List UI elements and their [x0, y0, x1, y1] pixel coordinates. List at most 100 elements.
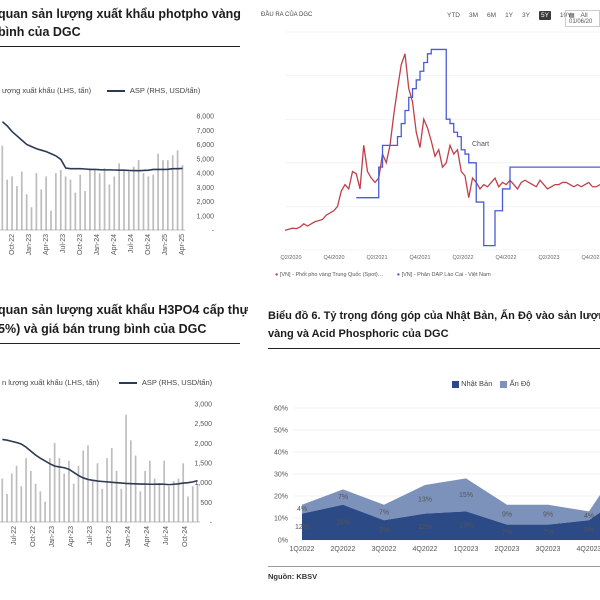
legend-line-label: ASP (RHS, USD/tấn): [129, 86, 201, 95]
bar: [87, 445, 89, 522]
bar: [25, 458, 27, 522]
chart-title-line1: quan sản lượng xuất khẩu H3PO4 cấp thực: [0, 303, 248, 317]
bar: [49, 458, 51, 522]
date-display[interactable]: ▦ 01/06/20: [565, 10, 600, 27]
x-tick-label: 3Q2023: [536, 546, 561, 553]
x-tick-label: Q4/2023: [581, 255, 600, 261]
bar: [182, 463, 185, 522]
bar: [98, 173, 101, 230]
legend-bar-label: ượng xuất khẩu (LHS, tấn): [2, 86, 92, 95]
bar: [171, 155, 174, 230]
legend-red-marker: ●: [275, 272, 279, 278]
x-tick-label: Apr-24: [144, 526, 151, 547]
y-right-tick: 2,000: [196, 199, 214, 206]
japan-data-label: 12%: [418, 524, 432, 531]
x-tick-label: Apr-23: [68, 526, 75, 547]
bar: [39, 491, 42, 522]
y-tick-label: 0%: [278, 538, 288, 545]
watermark: Chart: [472, 141, 489, 148]
x-tick-label: Jul-24: [128, 234, 135, 253]
bar: [64, 176, 67, 230]
y-right-tick: -: [210, 520, 213, 527]
calendar-icon: ▦: [569, 13, 575, 19]
range-button-3y[interactable]: 3Y: [522, 12, 530, 19]
bar: [82, 450, 85, 522]
india-data-label: 7%: [338, 494, 348, 501]
bar: [144, 470, 146, 522]
chart-title-line2: bình của DGC: [0, 25, 81, 39]
bar: [6, 179, 9, 230]
range-button-1y[interactable]: 1Y: [505, 12, 514, 19]
legend-line-swatch: [107, 90, 126, 93]
bar: [89, 168, 91, 230]
japan-data-label: 12%: [295, 524, 309, 531]
bar: [177, 478, 180, 522]
bar: [103, 168, 106, 230]
panel-price-chart: ĐẦU RA CỦA DGC YTD 3M 6M 1Y 3Y 5Y 10Y All ▦ 01/…: [257, 0, 600, 290]
legend-india-label: Ấn Độ: [509, 379, 531, 388]
bar: [137, 160, 140, 230]
bar: [44, 501, 46, 522]
x-tick-label: 3Q2022: [372, 546, 397, 553]
x-tick-label: Q2/2021: [366, 255, 387, 261]
bar: [96, 463, 99, 522]
panel-share-chart: Biểu đồ 6. Tỷ trọng đóng góp của Nhật Bả…: [260, 296, 600, 600]
range-button-3m[interactable]: 3M: [469, 12, 479, 19]
bar: [123, 169, 125, 230]
legend: ● [VN] - Phốt pho vàng Trung Quốc (Spot)…: [275, 272, 491, 278]
bar: [59, 169, 62, 230]
y-tick-label: 60%: [274, 406, 288, 413]
bar: [118, 163, 121, 230]
bar: [1, 145, 4, 230]
japan-data-label: 7%: [502, 529, 512, 536]
bar: [128, 171, 130, 230]
bar: [120, 488, 123, 522]
y-right-tick: 2,500: [194, 421, 212, 428]
legend: Nhật Bản Ấn Độ: [452, 379, 530, 388]
india-data-label: 4%: [584, 513, 594, 520]
x-tick-label: 4Q2023: [577, 546, 600, 553]
y-right-tick: 3,000: [194, 402, 212, 409]
x-tick-label: Apr-23: [43, 234, 50, 255]
bar: [10, 473, 13, 522]
source-rule: [268, 566, 600, 567]
bar: [55, 173, 57, 230]
bar: [74, 192, 77, 230]
legend-japan-swatch: [452, 380, 459, 388]
bar: [30, 470, 32, 522]
chart-plot: 8,000 7,000 6,000 5,000 4,000 3,000 2,000 1,000…: [0, 114, 215, 255]
x-tick-label: Apr-25: [179, 234, 186, 255]
bar: [162, 160, 164, 230]
title-underline: [268, 348, 600, 349]
x-tick-label: 2Q2022: [331, 546, 356, 553]
bar: [53, 442, 56, 522]
x-tick-label: Jul-22: [11, 526, 18, 545]
range-button-5y[interactable]: 5Y: [538, 11, 551, 20]
japan-area: [302, 504, 600, 540]
bar: [196, 483, 199, 522]
range-button-all[interactable]: All: [580, 12, 588, 19]
legend-blue-label: [VN] - Phân DAP Lào Cai - Việt Nam: [401, 272, 491, 278]
y-right-tick: 4,000: [196, 171, 214, 178]
japan-data-label: 13%: [459, 523, 473, 530]
x-tick-label: 1Q2022: [290, 546, 315, 553]
bar: [139, 491, 142, 522]
chart-header: ĐẦU RA CỦA DGC: [261, 12, 313, 18]
bar: [101, 488, 104, 522]
bar: [125, 414, 127, 522]
x-tick-label: 1Q2023: [454, 546, 479, 553]
x-tick-label: Q4/2021: [409, 255, 430, 261]
x-tick-label: Oct-24: [182, 526, 189, 547]
chart-title-line1: quan sản lượng xuất khẩu photpho vàng: [0, 7, 241, 21]
bar: [16, 186, 18, 230]
japan-data-label: 7%: [543, 529, 553, 536]
x-tick-label: Q2/2022: [452, 255, 473, 261]
bar: [35, 173, 38, 230]
range-button-6m[interactable]: 6M: [487, 12, 497, 19]
india-data-label: 7%: [379, 510, 389, 517]
chart-plot: Chart Q2/2020 Q4/2020 Q2/2021 Q4/2021 Q2/2022…: [280, 31, 600, 261]
bar: [15, 465, 18, 522]
bar: [58, 458, 61, 522]
y-tick-label: 20%: [274, 494, 288, 501]
range-button-ytd[interactable]: YTD: [447, 12, 460, 19]
